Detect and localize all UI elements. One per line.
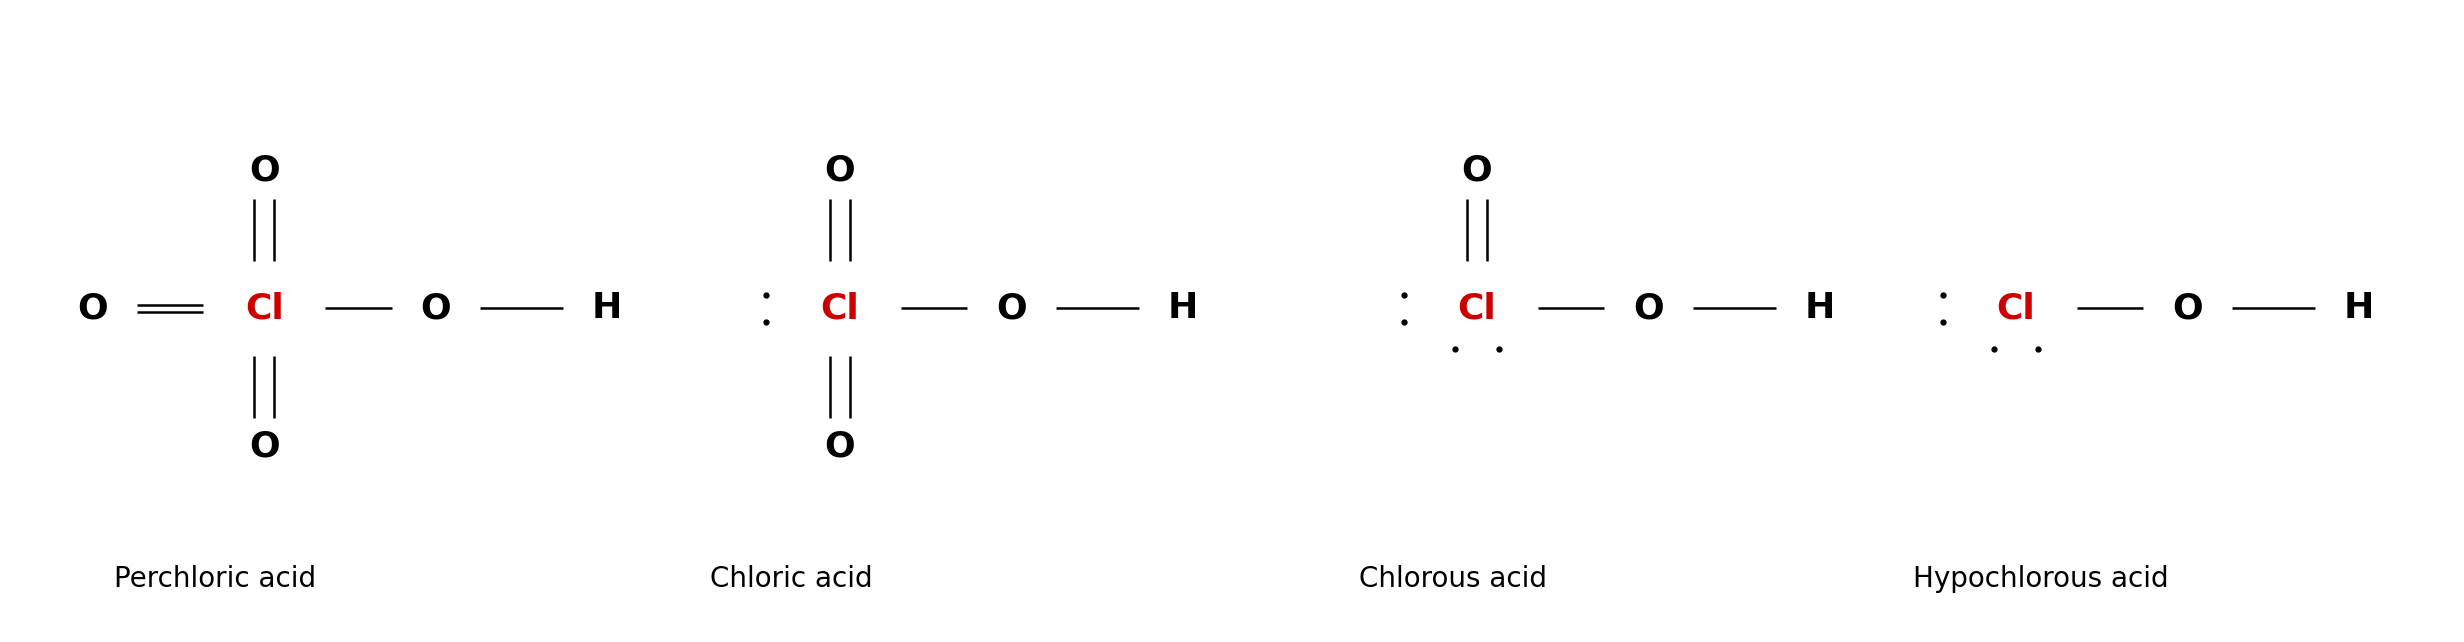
Text: O: O	[1634, 291, 1663, 325]
Text: O: O	[1461, 153, 1493, 187]
Text: O: O	[249, 153, 278, 187]
Text: O: O	[2173, 291, 2203, 325]
Text: Cl: Cl	[1996, 291, 2035, 325]
Text: O: O	[249, 429, 278, 464]
Text: H: H	[591, 291, 623, 325]
Text: O: O	[421, 291, 451, 325]
Text: H: H	[1168, 291, 1198, 325]
Text: Chloric acid: Chloric acid	[710, 564, 872, 593]
Text: O: O	[995, 291, 1027, 325]
Text: O: O	[76, 291, 108, 325]
Text: O: O	[825, 429, 855, 464]
Text: O: O	[825, 153, 855, 187]
Text: Cl: Cl	[244, 291, 283, 325]
Text: H: H	[2343, 291, 2375, 325]
Text: Chlorous acid: Chlorous acid	[1358, 564, 1547, 593]
Text: Hypochlorous acid: Hypochlorous acid	[1912, 564, 2168, 593]
Text: Perchloric acid: Perchloric acid	[113, 564, 315, 593]
Text: Cl: Cl	[821, 291, 860, 325]
Text: Cl: Cl	[1459, 291, 1496, 325]
Text: H: H	[1804, 291, 1836, 325]
